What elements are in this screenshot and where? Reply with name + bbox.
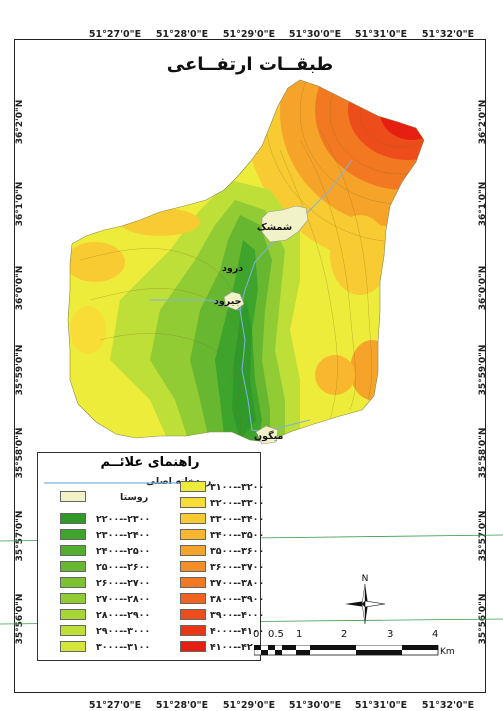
legend-class-label: ۲۵۰۰--۲۶۰۰ — [96, 562, 151, 573]
legend-class-label: ۲۸۰۰--۲۹۰۰ — [96, 610, 151, 621]
legend-class-label: ۲۹۰۰--۳۰۰۰ — [96, 626, 151, 637]
scale-bar — [254, 645, 439, 656]
legend-class-swatch — [180, 625, 206, 636]
village-label: درود — [222, 263, 244, 274]
legend-river-swatch — [44, 482, 194, 484]
legend-box: راهنمای علائــم رودخانه اصلی روستا ۲۲۰۰-… — [37, 452, 265, 661]
lon-tick-bottom: 51°30'0"E — [288, 700, 342, 711]
village-shemshak — [261, 205, 309, 243]
lon-tick-bottom: 51°27'0"E — [88, 700, 142, 711]
north-label: N — [362, 574, 369, 584]
lon-tick-bottom: 51°29'0"E — [222, 700, 276, 711]
legend-class-swatch — [60, 593, 86, 604]
legend-class-swatch — [180, 577, 206, 588]
legend-class-label: ۳۲۰۰--۳۳۰۰ — [210, 498, 265, 509]
village-migun — [255, 425, 279, 445]
scale-label: 2 — [341, 629, 348, 640]
legend-class-swatch — [60, 529, 86, 540]
legend-class-label: ۳۰۰۰--۳۱۰۰ — [96, 642, 151, 653]
lon-tick-top: 51°28'0"E — [155, 29, 209, 40]
legend-class-swatch — [180, 609, 206, 620]
scale-label: 4 — [432, 629, 439, 640]
lon-tick-top: 51°27'0"E — [88, 29, 142, 40]
legend-class-swatch — [180, 561, 206, 572]
lon-tick-bottom: 51°31'0"E — [354, 700, 408, 711]
legend-class-swatch — [180, 529, 206, 540]
scale-label: 3 — [387, 629, 394, 640]
map-title: طبقــات ارتفــاعی — [166, 54, 334, 75]
legend-class-swatch — [60, 513, 86, 524]
lon-tick-top: 51°31'0"E — [354, 29, 408, 40]
north-arrow-icon: N — [345, 574, 386, 625]
legend-class-label: ۳۶۰۰--۳۷۰۰ — [210, 562, 265, 573]
legend-class-swatch — [180, 497, 206, 508]
lon-tick-top: 51°30'0"E — [288, 29, 342, 40]
legend-class-label: ۲۶۰۰--۲۷۰۰ — [96, 578, 151, 589]
legend-river-label: رودخانه اصلی — [146, 476, 212, 487]
legend-class-label: ۴۰۰۰--۴۱۰۰ — [210, 626, 265, 637]
scale-label: 0.5 — [268, 629, 284, 640]
legend-class-swatch — [60, 545, 86, 556]
legend-class-label: ۳۳۰۰--۳۴۰۰ — [210, 514, 265, 525]
legend-class-swatch — [180, 513, 206, 524]
legend-class-swatch — [60, 577, 86, 588]
scale-label: 0 — [253, 629, 260, 640]
legend-class-swatch — [180, 481, 206, 492]
legend-class-label: ۲۴۰۰--۲۵۰۰ — [96, 546, 151, 557]
village-label: میگون — [254, 431, 284, 442]
lon-tick-top: 51°32'0"E — [421, 29, 475, 40]
scale-unit: Km — [440, 647, 455, 657]
legend-class-label: ۳۹۰۰--۴۰۰۰ — [210, 610, 265, 621]
legend-village-swatch — [60, 491, 86, 502]
legend-class-swatch — [180, 593, 206, 604]
legend-class-swatch — [180, 641, 206, 652]
legend-title: راهنمای علائــم — [100, 455, 200, 470]
lon-tick-top: 51°29'0"E — [222, 29, 276, 40]
legend-class-label: ۳۸۰۰--۳۹۰۰ — [210, 594, 265, 605]
legend-class-label: ۲۲۰۰--۲۳۰۰ — [96, 514, 151, 525]
legend-class-label: ۳۵۰۰--۳۶۰۰ — [210, 546, 265, 557]
legend-class-label: ۳۴۰۰--۳۵۰۰ — [210, 530, 265, 541]
legend-class-swatch — [60, 641, 86, 652]
legend-class-swatch — [60, 561, 86, 572]
village-label: جیرود — [214, 296, 242, 307]
legend-class-label: ۲۷۰۰--۲۸۰۰ — [96, 594, 151, 605]
village-label: شمشک — [257, 222, 293, 233]
scale-label: 1 — [296, 629, 303, 640]
village-jirud — [223, 291, 245, 311]
legend-class-swatch — [60, 609, 86, 620]
legend-class-label: ۳۷۰۰--۳۸۰۰ — [210, 578, 265, 589]
legend-class-swatch — [60, 625, 86, 636]
lon-tick-bottom: 51°28'0"E — [155, 700, 209, 711]
legend-class-label: ۲۳۰۰--۲۴۰۰ — [96, 530, 151, 541]
legend-class-swatch — [180, 545, 206, 556]
legend-village-label: روستا — [120, 492, 149, 503]
legend-class-label: ۳۱۰۰--۳۲۰۰ — [210, 482, 265, 493]
lon-tick-bottom: 51°32'0"E — [421, 700, 475, 711]
legend-class-label: ۴۱۰۰--۴۲۰۰ — [210, 642, 265, 653]
